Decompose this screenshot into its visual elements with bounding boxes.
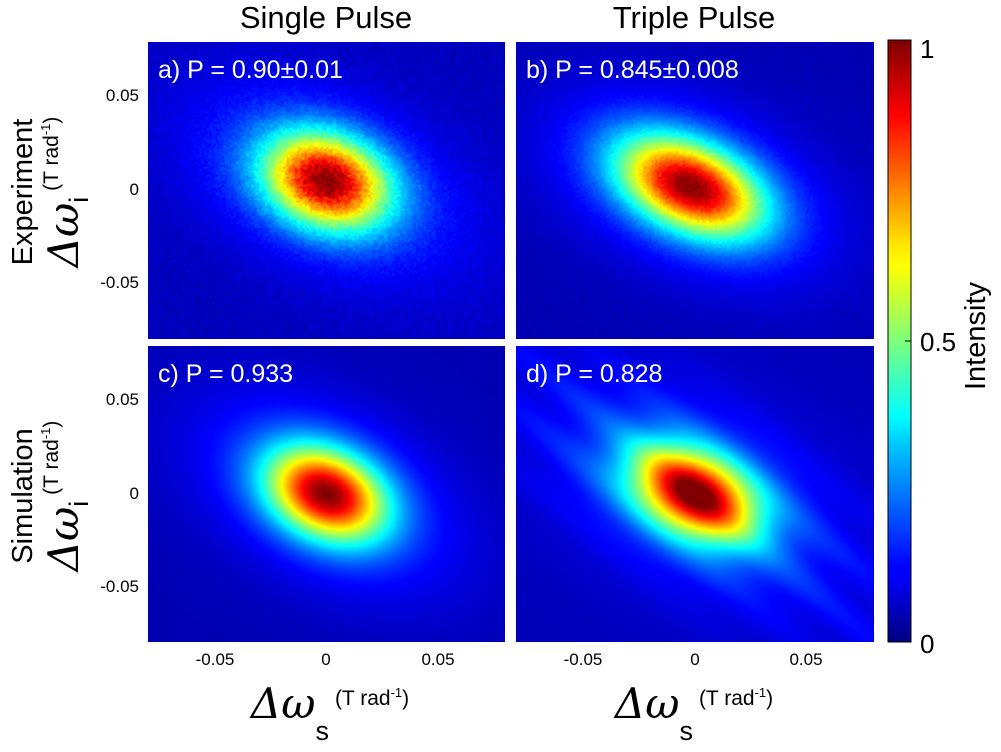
y-tick-label: 0.05 (106, 86, 139, 105)
x-axis-unit-close: ) (766, 687, 773, 710)
x-tick-label: 0 (690, 650, 699, 669)
y-tick-label: -0.05 (100, 577, 139, 596)
x-axis-unit-sup: -1 (391, 685, 403, 700)
y-axis-symbol: Δω (39, 203, 88, 270)
x-axis-label-left: Δωs (T rad-1) (249, 679, 409, 746)
y-axis-unit-sup: -1 (38, 124, 53, 136)
heatmap-panel-b (516, 42, 874, 339)
y-axis-unit: (T rad (40, 439, 63, 495)
y-axis-unit-sup: -1 (38, 428, 53, 440)
svg-text:Δωs(T rad-1): Δωs (T rad-1) (249, 679, 409, 746)
x-axis-subscript: s (315, 716, 329, 746)
x-axis-symbol: Δω (613, 679, 680, 728)
heatmap-panel-c (148, 346, 505, 642)
colorbar-tick-label: 0 (920, 629, 934, 659)
svg-text:Δωi(T rad-1): Δωi(T rad-1) (38, 117, 94, 270)
column-title-triple-pulse: Triple Pulse (613, 0, 776, 35)
row-label-experiment: Experiment (7, 119, 39, 266)
colorbar-tick-label: 1 (920, 34, 934, 64)
x-axis-subscript: s (679, 716, 693, 746)
x-tick-label: -0.05 (564, 650, 603, 669)
x-axis-symbol: Δω (249, 679, 316, 728)
y-axis-unit: (T rad (40, 135, 63, 191)
heatmap-panel-d (516, 346, 874, 642)
panel-label-b: b) P = 0.845±0.008 (526, 56, 739, 84)
y-axis-unit-close: ) (40, 421, 63, 428)
colorbar-label: Intensity (960, 282, 992, 390)
x-axis-label-right: Δωs (T rad-1) (613, 679, 773, 746)
y-axis-symbol: Δω (39, 507, 88, 574)
x-axis-unit-sup: -1 (755, 685, 767, 700)
colorbar-tick-label: 0.5 (920, 327, 956, 357)
row-label-simulation: Simulation (7, 428, 39, 563)
y-tick-label: 0 (130, 484, 139, 503)
panel-label-a: a) P = 0.90±0.01 (158, 56, 343, 84)
y-axis-label-bottom: Δωi(T rad-1) (38, 421, 94, 574)
column-title-single-pulse: Single Pulse (240, 0, 412, 35)
svg-text:Δωi(T rad-1): Δωi(T rad-1) (38, 421, 94, 574)
x-tick-label: 0.05 (421, 650, 454, 669)
x-tick-label: -0.05 (196, 650, 235, 669)
heatmap-panel-a (148, 42, 505, 339)
x-tick-label: 0.05 (789, 650, 822, 669)
y-axis-subscript: i (64, 197, 94, 203)
y-axis-unit-close: ) (40, 117, 63, 124)
y-tick-label: 0.05 (106, 390, 139, 409)
panel-label-c: c) P = 0.933 (158, 360, 293, 388)
x-axis-unit: (T rad (335, 687, 391, 710)
x-axis-unit: (T rad (699, 687, 755, 710)
y-tick-label: -0.05 (100, 273, 139, 292)
panel-label-d: d) P = 0.828 (526, 360, 662, 388)
y-axis-label-top: Δωi(T rad-1) (38, 117, 94, 270)
svg-text:Δωs(T rad-1): Δωs (T rad-1) (613, 679, 773, 746)
y-tick-label: 0 (130, 180, 139, 199)
x-tick-label: 0 (321, 650, 330, 669)
y-axis-subscript: i (64, 501, 94, 507)
x-axis-unit-close: ) (402, 687, 409, 710)
